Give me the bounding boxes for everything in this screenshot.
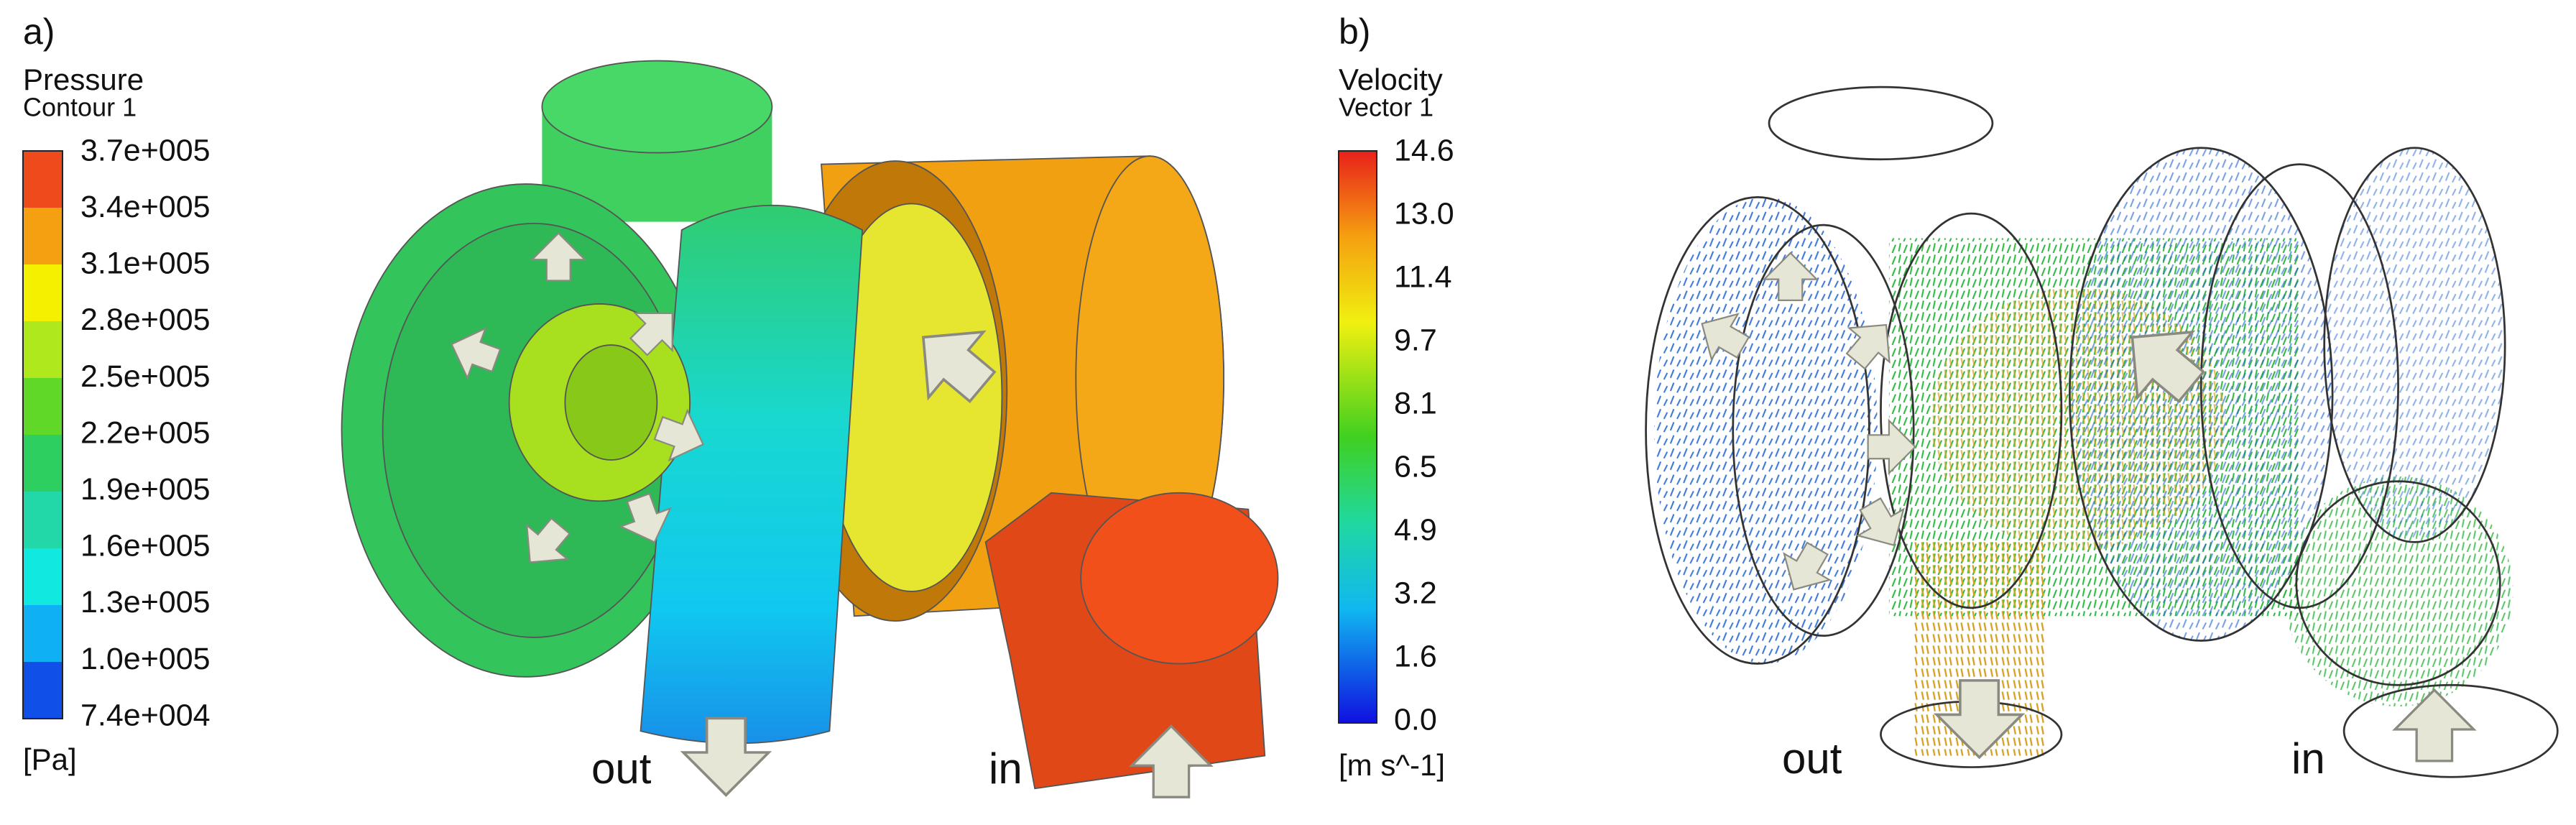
hub-bore — [564, 344, 658, 461]
top-pipe-face — [541, 60, 773, 154]
tick-label: 1.6e+005 — [80, 529, 211, 563]
inlet-label: in — [2291, 734, 2325, 783]
color-band — [23, 321, 63, 378]
legend-subtitle: Contour 1 — [23, 93, 137, 122]
tick-label: 3.4e+005 — [80, 190, 211, 224]
tick-label: 7.4e+004 — [80, 698, 211, 732]
wire-outline — [2068, 147, 2334, 642]
inlet-label: in — [989, 745, 1022, 793]
color-band — [23, 208, 63, 264]
tick-label: 6.5 — [1394, 449, 1437, 484]
color-band — [23, 264, 63, 321]
tick-label: 9.7 — [1394, 323, 1437, 357]
tick-labels: 3.7e+005 3.4e+005 3.1e+005 2.8e+005 2.5e+005… — [80, 133, 211, 732]
tick-label: 2.8e+005 — [80, 303, 211, 337]
wire-outline — [1768, 86, 1994, 161]
tick-label: 13.0 — [1394, 196, 1454, 231]
tick-label: 1.3e+005 — [80, 585, 211, 619]
pressure-colorbar — [22, 150, 63, 719]
tick-label: 2.5e+005 — [80, 359, 211, 394]
color-band — [23, 548, 63, 605]
color-band — [23, 492, 63, 548]
legend-title: Velocity — [1339, 63, 1443, 96]
wire-outline — [2295, 480, 2501, 686]
tick-label: 0.0 — [1394, 702, 1437, 737]
tick-label: 3.1e+005 — [80, 246, 211, 281]
vector-field — [2324, 147, 2506, 543]
tick-label: 2.2e+005 — [80, 415, 211, 450]
wire-outline — [1732, 223, 1915, 637]
tick-label: 4.9 — [1394, 512, 1437, 547]
outlet-label: out — [591, 745, 652, 793]
legend-subtitle: Vector 1 — [1339, 93, 1434, 122]
velocity-colorbar — [1338, 150, 1377, 724]
velocity-rendering — [1645, 86, 2559, 778]
tick-label: 3.2 — [1394, 576, 1437, 610]
inlet-face — [1080, 492, 1279, 665]
color-band — [23, 662, 63, 719]
wire-outline — [1880, 212, 2063, 609]
panel-label: a) — [23, 11, 55, 52]
legend-title: Pressure — [23, 63, 144, 96]
vector-field — [1654, 197, 1878, 664]
wire-outline — [2323, 147, 2506, 543]
tick-label: 14.6 — [1394, 133, 1454, 167]
tick-label: 8.1 — [1394, 386, 1437, 420]
outlet-pipe — [640, 204, 864, 745]
color-band — [23, 435, 63, 492]
pressure-rendering — [341, 60, 1279, 798]
color-band — [23, 378, 63, 435]
outlet-label: out — [1782, 734, 1842, 783]
tick-labels: 14.6 13.0 11.4 9.7 8.1 6.5 4.9 3.2 1.6 0.0 — [1394, 133, 1454, 737]
tick-label: 3.7e+005 — [80, 133, 211, 167]
colorbar-frame — [22, 150, 63, 719]
tick-label: 1.6 — [1394, 639, 1437, 673]
tick-label: 1.0e+005 — [80, 642, 211, 676]
color-band — [23, 151, 63, 208]
panel-label: b) — [1339, 11, 1370, 52]
wire-outline — [1645, 195, 1870, 665]
tick-label: 1.9e+005 — [80, 472, 211, 507]
unit-label: [Pa] — [23, 742, 77, 776]
tick-label: 11.4 — [1394, 259, 1452, 294]
color-band — [23, 605, 63, 662]
wire-outline — [2342, 683, 2559, 778]
vector-field — [2283, 476, 2513, 706]
unit-label: [m s^-1] — [1339, 748, 1445, 782]
